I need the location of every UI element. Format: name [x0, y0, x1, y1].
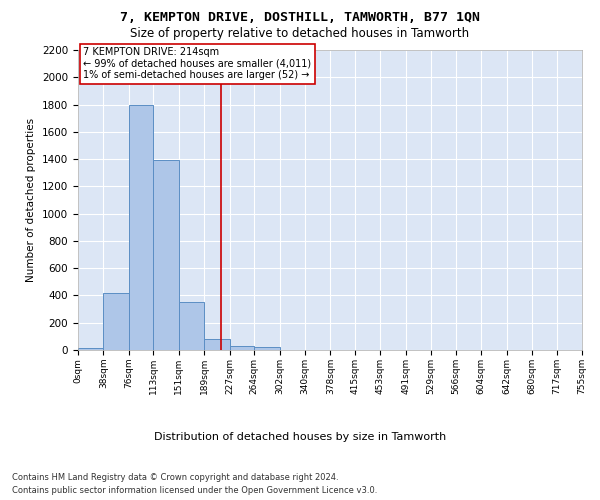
Bar: [230, 346, 254, 350]
Bar: [154, 160, 179, 350]
Y-axis label: Number of detached properties: Number of detached properties: [26, 118, 37, 282]
Bar: [78, 348, 103, 350]
Bar: [103, 292, 129, 350]
Bar: [204, 339, 230, 350]
Text: Distribution of detached houses by size in Tamworth: Distribution of detached houses by size …: [154, 432, 446, 442]
Bar: [179, 302, 204, 350]
Text: Size of property relative to detached houses in Tamworth: Size of property relative to detached ho…: [130, 28, 470, 40]
Bar: [254, 348, 280, 350]
Bar: [129, 104, 154, 350]
Text: 7, KEMPTON DRIVE, DOSTHILL, TAMWORTH, B77 1QN: 7, KEMPTON DRIVE, DOSTHILL, TAMWORTH, B7…: [120, 11, 480, 24]
Text: 7 KEMPTON DRIVE: 214sqm
← 99% of detached houses are smaller (4,011)
1% of semi-: 7 KEMPTON DRIVE: 214sqm ← 99% of detache…: [83, 47, 311, 80]
Text: Contains HM Land Registry data © Crown copyright and database right 2024.: Contains HM Land Registry data © Crown c…: [12, 472, 338, 482]
Text: Contains public sector information licensed under the Open Government Licence v3: Contains public sector information licen…: [12, 486, 377, 495]
